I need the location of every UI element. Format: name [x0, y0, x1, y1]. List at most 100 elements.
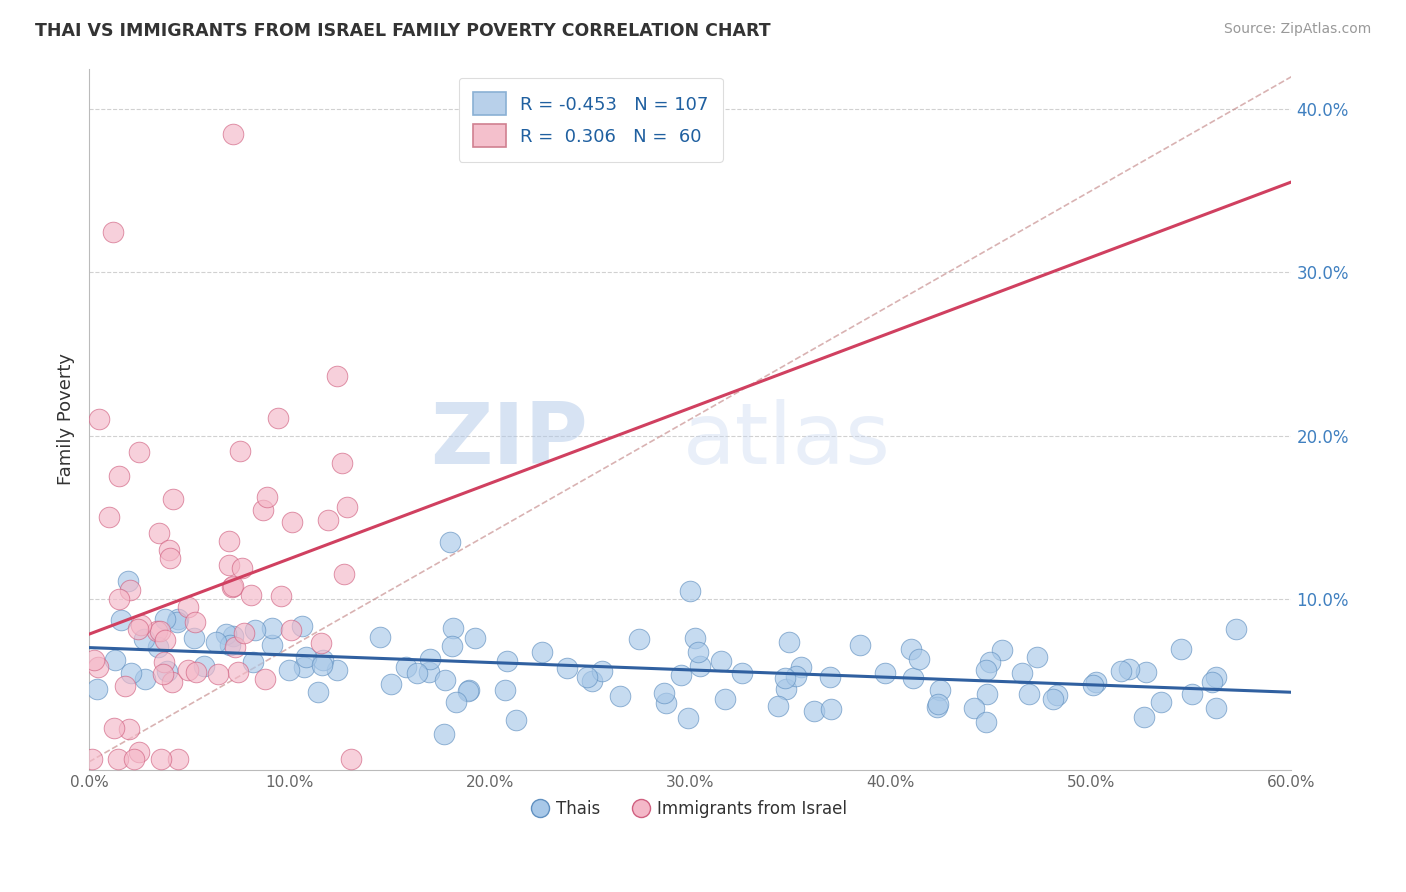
Point	[652, 686, 675, 700]
Point	[627, 632, 650, 646]
Point	[773, 671, 796, 685]
Point	[242, 655, 264, 669]
Point	[83, 653, 105, 667]
Point	[153, 655, 176, 669]
Point	[444, 695, 467, 709]
Point	[148, 640, 170, 654]
Point	[108, 592, 131, 607]
Point	[494, 683, 516, 698]
Point	[291, 619, 314, 633]
Point	[128, 445, 150, 459]
Point	[790, 659, 813, 673]
Point	[224, 640, 246, 654]
Point	[963, 701, 986, 715]
Point	[849, 638, 872, 652]
Point	[441, 621, 464, 635]
Point	[256, 490, 278, 504]
Point	[418, 665, 440, 679]
Text: Source: ZipAtlas.com: Source: ZipAtlas.com	[1223, 22, 1371, 37]
Point	[683, 631, 706, 645]
Point	[262, 621, 284, 635]
Point	[505, 714, 527, 728]
Point	[778, 635, 800, 649]
Text: THAI VS IMMIGRANTS FROM ISRAEL FAMILY POVERTY CORRELATION CHART: THAI VS IMMIGRANTS FROM ISRAEL FAMILY PO…	[35, 22, 770, 40]
Point	[166, 612, 188, 626]
Point	[193, 659, 215, 673]
Point	[159, 551, 181, 566]
Point	[214, 627, 236, 641]
Point	[1026, 649, 1049, 664]
Point	[243, 623, 266, 637]
Point	[127, 623, 149, 637]
Point	[205, 634, 228, 648]
Point	[1201, 675, 1223, 690]
Point	[207, 666, 229, 681]
Point	[440, 639, 463, 653]
Y-axis label: Family Poverty: Family Poverty	[58, 353, 75, 485]
Point	[689, 658, 711, 673]
Point	[581, 673, 603, 688]
Point	[155, 664, 177, 678]
Point	[979, 655, 1001, 669]
Point	[312, 653, 335, 667]
Point	[591, 664, 613, 678]
Point	[609, 690, 631, 704]
Point	[120, 665, 142, 680]
Point	[340, 751, 363, 765]
Point	[292, 660, 315, 674]
Point	[122, 751, 145, 765]
Point	[1046, 689, 1069, 703]
Point	[818, 670, 841, 684]
Point	[270, 589, 292, 603]
Point	[226, 665, 249, 679]
Point	[231, 561, 253, 575]
Point	[103, 721, 125, 735]
Point	[87, 412, 110, 426]
Point	[768, 698, 790, 713]
Point	[162, 491, 184, 506]
Point	[184, 615, 207, 629]
Point	[654, 697, 676, 711]
Point	[710, 654, 733, 668]
Point	[433, 727, 456, 741]
Point	[86, 681, 108, 696]
Point	[262, 638, 284, 652]
Point	[370, 630, 392, 644]
Point	[117, 574, 139, 588]
Point	[232, 626, 254, 640]
Point	[679, 583, 702, 598]
Point	[433, 673, 456, 687]
Point	[531, 645, 554, 659]
Point	[183, 631, 205, 645]
Point	[929, 682, 952, 697]
Point	[1170, 641, 1192, 656]
Point	[294, 650, 316, 665]
Point	[129, 618, 152, 632]
Point	[1018, 687, 1040, 701]
Point	[166, 751, 188, 765]
Point	[104, 653, 127, 667]
Point	[1205, 670, 1227, 684]
Point	[803, 704, 825, 718]
Point	[820, 702, 842, 716]
Point	[1085, 674, 1108, 689]
Point	[221, 581, 243, 595]
Point	[1225, 622, 1247, 636]
Point	[252, 503, 274, 517]
Point	[240, 589, 263, 603]
Point	[110, 614, 132, 628]
Point	[152, 666, 174, 681]
Point	[218, 558, 240, 573]
Point	[82, 751, 104, 765]
Point	[907, 651, 929, 665]
Point	[925, 699, 948, 714]
Point	[873, 665, 896, 680]
Point	[976, 687, 998, 701]
Point	[280, 624, 302, 638]
Point	[686, 644, 709, 658]
Point	[927, 697, 949, 711]
Point	[153, 612, 176, 626]
Point	[457, 683, 479, 698]
Point	[439, 534, 461, 549]
Point	[222, 579, 245, 593]
